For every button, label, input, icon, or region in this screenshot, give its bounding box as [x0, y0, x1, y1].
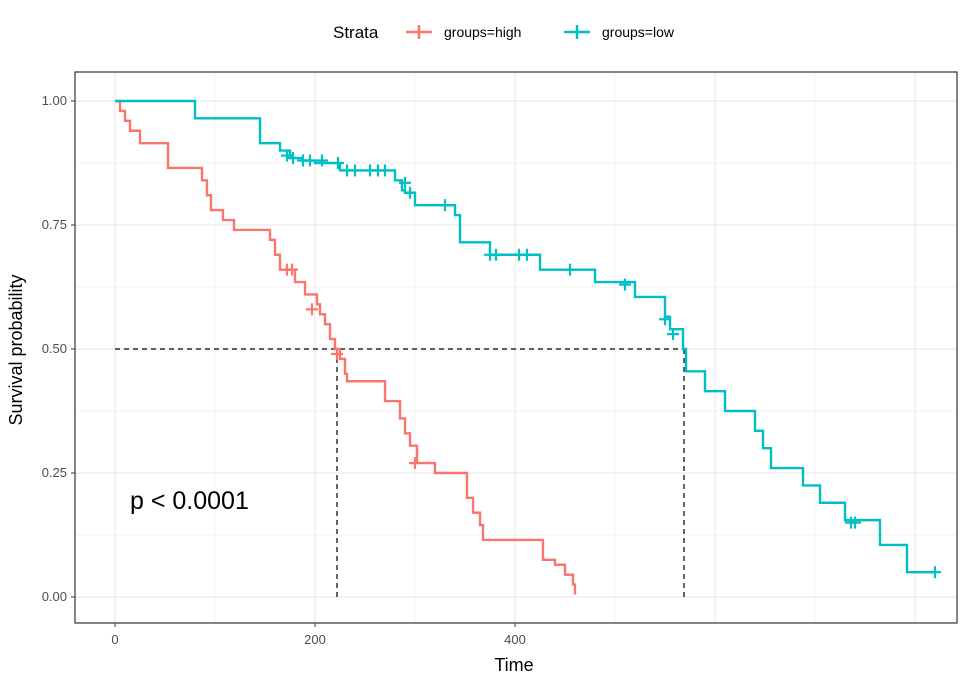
censor-mark	[404, 186, 416, 199]
censor-mark	[379, 164, 391, 177]
grid	[75, 72, 957, 623]
y-axis: 0.00 0.25 0.50 0.75 1.00	[42, 93, 75, 604]
censor-mark	[332, 157, 344, 169]
censor-mark	[490, 248, 502, 261]
legend-entry-high: groups=high	[406, 24, 521, 40]
legend-label-low: groups=low	[602, 24, 675, 40]
legend-entry-low: groups=low	[564, 24, 675, 40]
censor-mark	[521, 248, 533, 261]
y-tick-label: 0.50	[42, 341, 67, 356]
censor-mark	[659, 313, 671, 326]
legend-title: Strata	[333, 23, 379, 42]
censor-mark	[286, 263, 298, 276]
p-value-annotation: p < 0.0001	[130, 487, 249, 515]
y-tick-label: 0.25	[42, 465, 67, 480]
legend: Strata groups=high groups=low	[333, 23, 675, 42]
censor-mark	[349, 164, 361, 177]
median-reference-lines	[115, 348, 685, 597]
y-axis-title: Survival probability	[6, 274, 26, 425]
censor-mark	[849, 516, 861, 529]
legend-label-high: groups=high	[444, 24, 521, 40]
censor-mark	[331, 347, 343, 360]
censor-mark	[399, 176, 411, 189]
x-tick-label: 400	[504, 632, 526, 647]
censor-mark	[304, 154, 316, 167]
x-tick-label: 200	[304, 632, 326, 647]
censor-mark	[281, 149, 293, 162]
censor-mark	[287, 152, 299, 165]
plot-panel	[75, 72, 957, 623]
x-axis-title: Time	[494, 655, 533, 675]
x-tick-label: 0	[111, 632, 118, 647]
censor-mark	[564, 263, 576, 276]
censor-mark	[316, 154, 328, 167]
survival-curve-high	[115, 99, 577, 595]
censor-mark	[619, 278, 631, 291]
y-tick-label: 0.75	[42, 217, 67, 232]
censor-mark	[306, 303, 318, 316]
censor-mark	[439, 199, 451, 212]
censor-mark	[929, 566, 941, 579]
censor-mark	[667, 328, 679, 341]
x-axis: 0 200 400	[111, 623, 526, 647]
plot-border	[74, 71, 958, 624]
y-tick-label: 0.00	[42, 589, 67, 604]
y-tick-label: 1.00	[42, 93, 67, 108]
censor-mark	[409, 457, 421, 470]
censor-marks	[281, 149, 941, 579]
